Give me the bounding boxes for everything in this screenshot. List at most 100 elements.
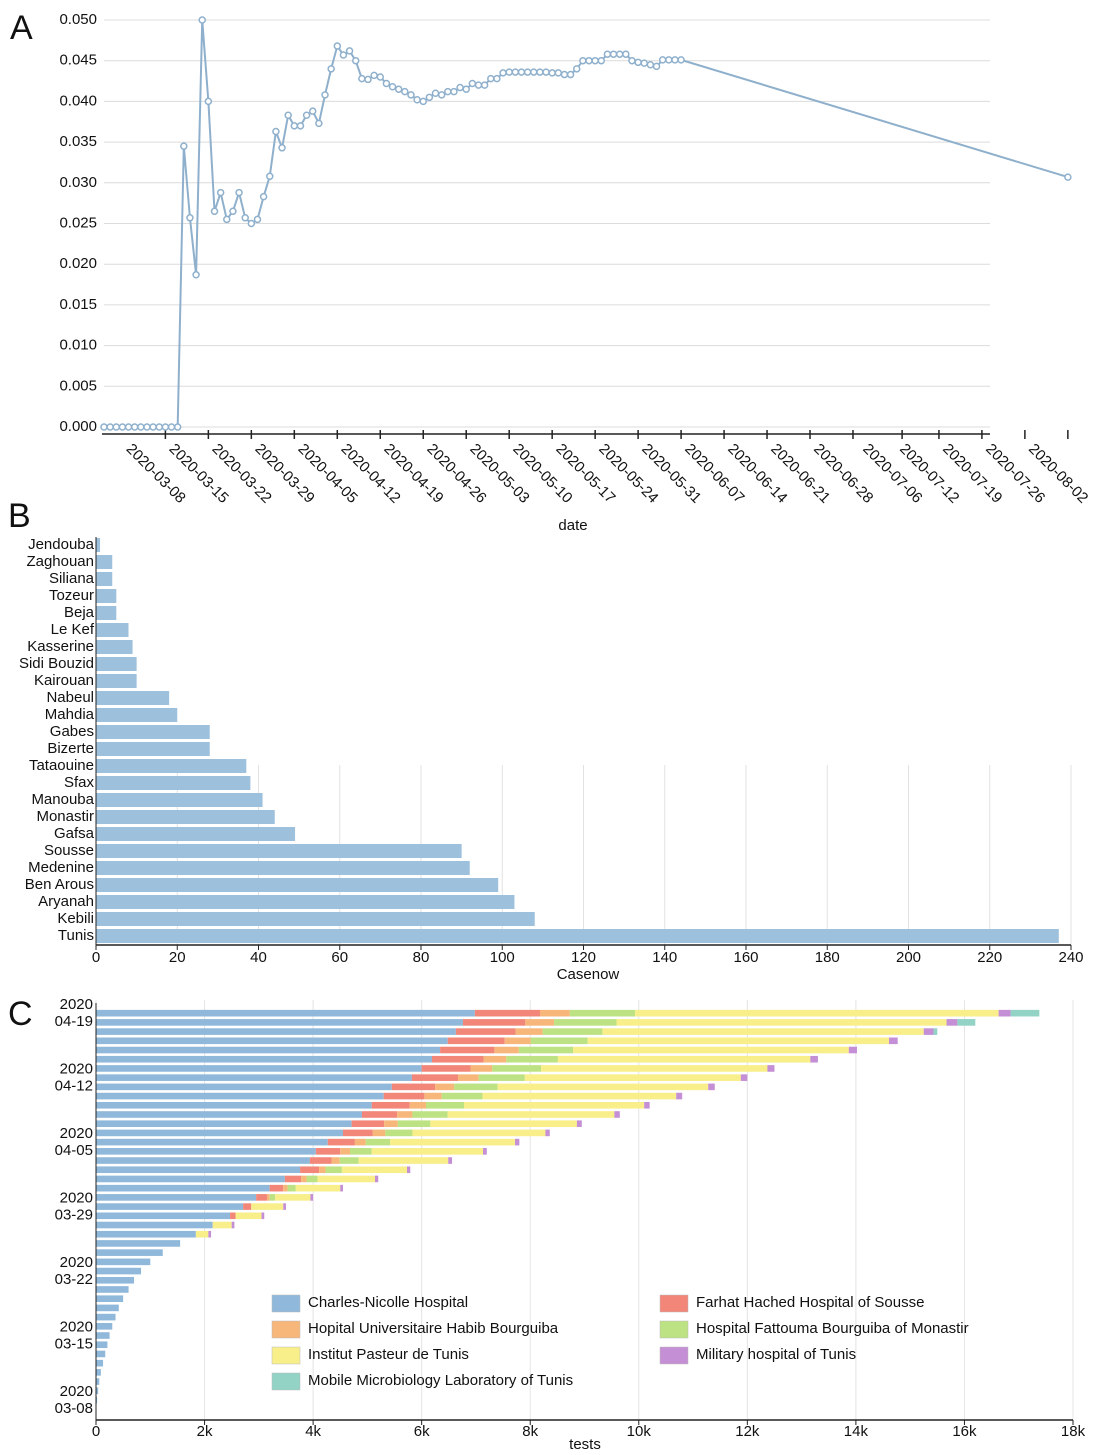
bar-segment	[96, 1258, 151, 1266]
y-tick-label: 0.040	[59, 92, 97, 109]
bar	[96, 759, 247, 773]
legend-swatch	[271, 1346, 301, 1365]
x-axis-title: Casenow	[557, 966, 620, 983]
bar-segment	[374, 1175, 379, 1183]
y-tick-label: Gabes	[50, 723, 94, 740]
bar-segment	[342, 1129, 373, 1137]
data-point	[296, 122, 305, 130]
bar	[96, 793, 263, 807]
bar-segment	[614, 1111, 620, 1118]
data-point	[462, 85, 470, 93]
x-tick-label: 40	[250, 949, 267, 966]
y-tick-label: Bizerte	[47, 740, 94, 757]
bar-segment	[309, 1157, 332, 1164]
data-point	[609, 50, 618, 58]
bar	[96, 691, 170, 705]
y-tick-label: 04-05	[55, 1142, 93, 1159]
data-point	[615, 50, 624, 58]
bar-segment	[474, 1009, 540, 1017]
bar-segment	[96, 1019, 463, 1026]
bar-segment	[96, 1184, 270, 1192]
bar-segment	[998, 1009, 1011, 1017]
data-point	[204, 97, 213, 106]
x-tick-label: 200	[896, 949, 921, 966]
bar-segment	[96, 1111, 362, 1118]
bar-segment	[287, 1184, 296, 1192]
data-point	[124, 423, 133, 431]
panel-label: A	[10, 9, 33, 47]
data-point	[118, 423, 127, 431]
y-tick-label: 0.000	[59, 418, 97, 435]
bar-segment	[96, 1350, 106, 1358]
y-tick-label: Sfax	[64, 774, 95, 791]
bar-segment	[448, 1157, 453, 1164]
bar-segment	[96, 1378, 100, 1385]
data-point	[180, 142, 188, 150]
data-point	[112, 423, 121, 431]
data-point	[646, 61, 655, 69]
data-point	[517, 68, 526, 76]
x-tick-label: 60	[331, 949, 348, 966]
bar-segment	[96, 1230, 196, 1238]
data-point	[247, 219, 256, 228]
bar-segment	[478, 1074, 525, 1081]
legend-swatch	[271, 1372, 301, 1391]
x-tick-label: 20	[169, 949, 186, 966]
bar-segment	[542, 1028, 603, 1035]
bar-segment	[295, 1184, 341, 1192]
bar-segment	[351, 1120, 385, 1127]
bar-segment	[492, 1065, 542, 1072]
legend-swatch	[659, 1320, 689, 1339]
bar-segment	[430, 1120, 577, 1127]
bar	[96, 929, 1059, 943]
panel-label: C	[8, 995, 33, 1033]
bar-segment	[96, 1037, 448, 1045]
data-point	[566, 70, 575, 79]
data-point	[253, 215, 262, 224]
bar-segment	[96, 1396, 98, 1404]
legend-swatch	[659, 1294, 689, 1313]
x-tick-label: 160	[733, 949, 758, 966]
bar-segment	[494, 1046, 519, 1054]
bar-segment	[384, 1120, 398, 1127]
y-tick-label: Kebili	[57, 910, 94, 927]
y-tick-label: Kasserine	[27, 638, 94, 655]
data-point	[480, 81, 489, 89]
x-tick-label: 4k	[305, 1423, 321, 1440]
y-tick-label: 0.020	[59, 255, 97, 272]
data-point	[419, 97, 427, 106]
bar-segment	[371, 1148, 484, 1155]
bar-segment	[96, 1341, 108, 1349]
bar-segment	[358, 1157, 449, 1164]
bar-segment	[518, 1046, 574, 1054]
data-point	[161, 423, 170, 431]
y-tick-label: 2020	[60, 1383, 93, 1400]
data-point	[241, 214, 249, 222]
bar-segment	[634, 1009, 999, 1017]
legend-swatch	[271, 1320, 301, 1339]
data-point	[634, 58, 642, 67]
y-tick-label: Sidi Bouzid	[19, 655, 94, 672]
data-point	[284, 111, 292, 119]
x-tick-label: 140	[652, 949, 677, 966]
data-point	[407, 91, 415, 99]
y-tick-label: 2020	[60, 1318, 93, 1335]
bar-segment	[96, 1129, 343, 1137]
bar-segment	[306, 1175, 318, 1183]
y-tick-label: 0.025	[59, 214, 97, 231]
bar-segment	[350, 1148, 372, 1155]
data-point	[652, 62, 661, 71]
panel-label: B	[8, 497, 31, 535]
bar-segment	[275, 1194, 311, 1201]
legend-label: Military hospital of Tunis	[696, 1346, 856, 1363]
bar-segment	[261, 1212, 265, 1220]
bar-segment	[573, 1046, 849, 1054]
bar-segment	[424, 1092, 442, 1100]
data-point	[210, 207, 219, 216]
data-point	[591, 56, 599, 65]
bar	[96, 912, 535, 926]
bar-segment	[462, 1019, 526, 1026]
bar-segment	[385, 1129, 413, 1137]
data-point	[235, 188, 243, 197]
